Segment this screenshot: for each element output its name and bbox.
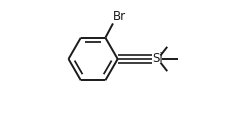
Text: Br: Br xyxy=(113,10,126,23)
Text: Si: Si xyxy=(152,53,163,65)
